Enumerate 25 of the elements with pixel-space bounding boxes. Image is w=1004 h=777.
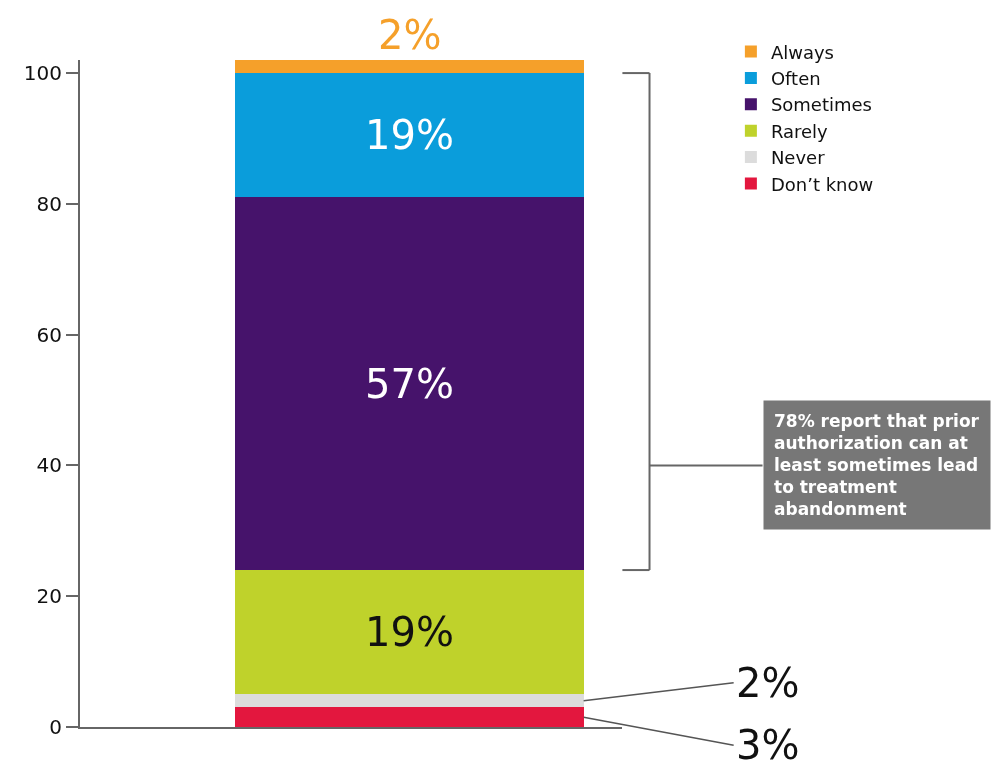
y-tick-label: 80 [36,191,62,216]
y-tick-label: 20 [36,584,62,609]
legend-label: Never [770,147,826,169]
legend-label: Sometimes [770,94,872,116]
bar [234,197,584,571]
data-label: 19% [365,112,454,158]
y-tick-label: 40 [36,453,62,478]
data-label: 2% [736,660,800,706]
y-tick-label: 100 [23,61,62,86]
data-label: 57% [365,361,454,407]
data-label: 19% [365,609,454,655]
y-tick-label: 60 [36,322,62,347]
bar [234,694,584,708]
bar [234,707,584,727]
text: 78% report that prior authorization can at least sometimes lead to treatment abandonment [774,411,980,520]
bar [234,570,584,695]
bar [234,73,584,198]
data-label: 2% [378,12,442,58]
legend-label: Often [770,67,821,89]
legend-label: Always [770,41,834,63]
data-label: 3% [736,722,800,768]
legend-label: Rarely [770,120,829,142]
y-tick-label: 0 [49,715,62,739]
legend-label: Don’t know [770,173,874,195]
bar [234,60,584,74]
